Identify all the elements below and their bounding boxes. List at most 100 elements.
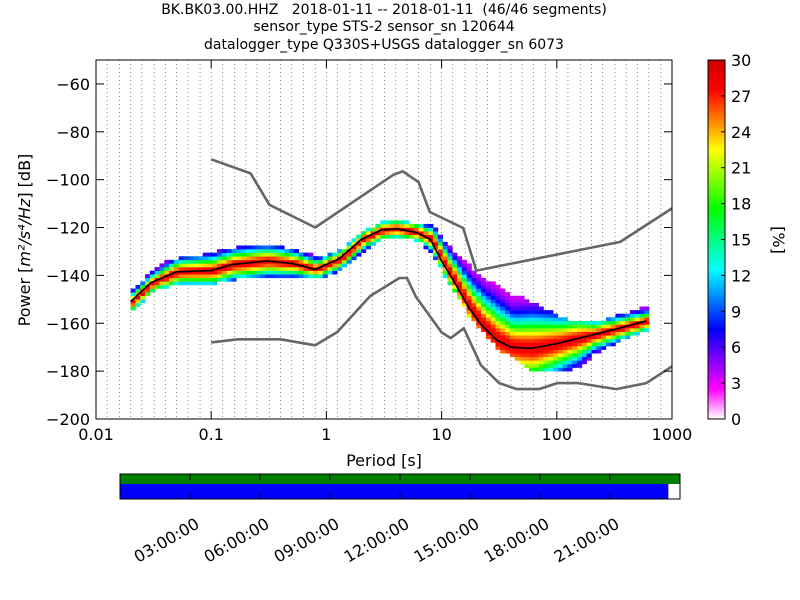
heatmap-cell bbox=[572, 335, 578, 340]
heatmap-cell bbox=[509, 338, 515, 343]
heatmap-cell bbox=[135, 302, 141, 307]
heatmap-cell bbox=[188, 281, 194, 286]
heatmap-cell bbox=[629, 317, 635, 322]
heatmap-cell bbox=[433, 245, 439, 250]
heatmap-cell bbox=[553, 360, 559, 365]
heatmap-cell bbox=[457, 270, 463, 275]
heatmap-cell bbox=[437, 241, 443, 246]
heatmap-cell bbox=[404, 234, 410, 239]
heatmap-cell bbox=[557, 360, 563, 365]
heatmap-cell bbox=[221, 274, 227, 279]
heatmap-cell bbox=[284, 263, 290, 268]
heatmap-cell bbox=[495, 292, 501, 297]
heatmap-cell bbox=[548, 331, 554, 336]
heatmap-cell bbox=[130, 306, 136, 311]
heatmap-cell bbox=[279, 256, 285, 261]
heatmap-cell bbox=[447, 249, 453, 253]
heatmap-cell bbox=[159, 263, 165, 268]
heatmap-cell bbox=[202, 281, 208, 286]
heatmap-cell bbox=[519, 302, 525, 307]
heatmap-cell bbox=[173, 277, 179, 282]
heatmap-cell bbox=[490, 284, 496, 289]
heatmap-cell bbox=[629, 331, 635, 336]
heatmap-cell bbox=[226, 277, 232, 282]
heatmap-cell bbox=[605, 338, 611, 343]
heatmap-cell bbox=[418, 231, 424, 236]
heatmap-cell bbox=[514, 299, 520, 304]
heatmap-cell bbox=[514, 356, 520, 361]
heatmap-cell bbox=[442, 259, 448, 264]
heatmap-cell bbox=[562, 346, 568, 350]
heatmap-cell bbox=[572, 331, 578, 336]
heatmap-cell bbox=[466, 277, 472, 282]
heatmap-cell bbox=[524, 328, 530, 332]
heatmap-cell bbox=[399, 223, 405, 228]
heatmap-cell bbox=[500, 299, 506, 304]
heatmap-cell bbox=[562, 342, 568, 347]
heatmap-cell bbox=[327, 270, 333, 275]
heatmap-cell bbox=[265, 249, 271, 253]
coverage-tick-label: 09:00:00 bbox=[271, 514, 343, 566]
heatmap-cell bbox=[457, 267, 463, 271]
heatmap-cell bbox=[485, 295, 491, 300]
heatmap-cell bbox=[586, 342, 592, 347]
heatmap-cell bbox=[639, 324, 645, 329]
heatmap-cell bbox=[644, 324, 650, 329]
heatmap-cell bbox=[524, 342, 530, 347]
heatmap-cell bbox=[577, 353, 583, 358]
heatmap-cell bbox=[639, 310, 645, 314]
colorbar-tick-label: 6 bbox=[731, 338, 741, 357]
heatmap-cell bbox=[361, 249, 367, 253]
heatmap-cell bbox=[303, 263, 309, 268]
heatmap-cell bbox=[236, 267, 242, 271]
heatmap-cell bbox=[327, 259, 333, 264]
heatmap-cell bbox=[394, 231, 400, 236]
heatmap-cell bbox=[533, 335, 539, 340]
heatmap-cell bbox=[145, 284, 151, 289]
heatmap-cell bbox=[217, 249, 223, 253]
heatmap-cell bbox=[154, 267, 160, 271]
heatmap-cell bbox=[250, 267, 256, 271]
heatmap-cell bbox=[567, 356, 573, 361]
heatmap-cell bbox=[452, 284, 458, 289]
heatmap-cell bbox=[529, 360, 535, 365]
heatmap-cell bbox=[495, 313, 501, 318]
heatmap-cell bbox=[437, 252, 443, 257]
heatmap-cell bbox=[231, 267, 237, 271]
heatmap-cell bbox=[509, 310, 515, 314]
heatmap-cell bbox=[437, 245, 443, 250]
heatmap-cell bbox=[428, 223, 434, 228]
heatmap-cell bbox=[183, 274, 189, 279]
heatmap-cell bbox=[202, 252, 208, 257]
heatmap-cell bbox=[385, 220, 391, 225]
heatmap-cell bbox=[356, 252, 362, 257]
heatmap-cell bbox=[505, 331, 511, 336]
heatmap-cell bbox=[313, 259, 319, 264]
heatmap-cell bbox=[130, 292, 136, 297]
heatmap-cell bbox=[586, 320, 592, 325]
heatmap-cell bbox=[289, 263, 295, 268]
heatmap-cell bbox=[543, 320, 549, 325]
heatmap-cell bbox=[327, 263, 333, 268]
heatmap-cell bbox=[308, 259, 314, 264]
heatmap-cell bbox=[145, 288, 151, 293]
heatmap-cell bbox=[514, 310, 520, 314]
heatmap-cell bbox=[471, 277, 477, 282]
heatmap-cell bbox=[490, 310, 496, 314]
colorbar-tick-label: 12 bbox=[731, 266, 751, 285]
heatmap-cell bbox=[538, 360, 544, 365]
heatmap-cell bbox=[293, 252, 299, 257]
heatmap-cell bbox=[524, 353, 530, 358]
heatmap-cell bbox=[505, 328, 511, 332]
heatmap-cell bbox=[461, 267, 467, 271]
heatmap-cell bbox=[250, 249, 256, 253]
heatmap-cell bbox=[505, 335, 511, 340]
heatmap-cell bbox=[404, 223, 410, 228]
heatmap-cell bbox=[490, 338, 496, 343]
heatmap-cell bbox=[476, 317, 482, 322]
heatmap-cell bbox=[389, 234, 395, 239]
heatmap-cell bbox=[490, 302, 496, 307]
heatmap-cell bbox=[284, 267, 290, 271]
heatmap-cell bbox=[260, 256, 266, 261]
heatmap-cell bbox=[265, 270, 271, 275]
